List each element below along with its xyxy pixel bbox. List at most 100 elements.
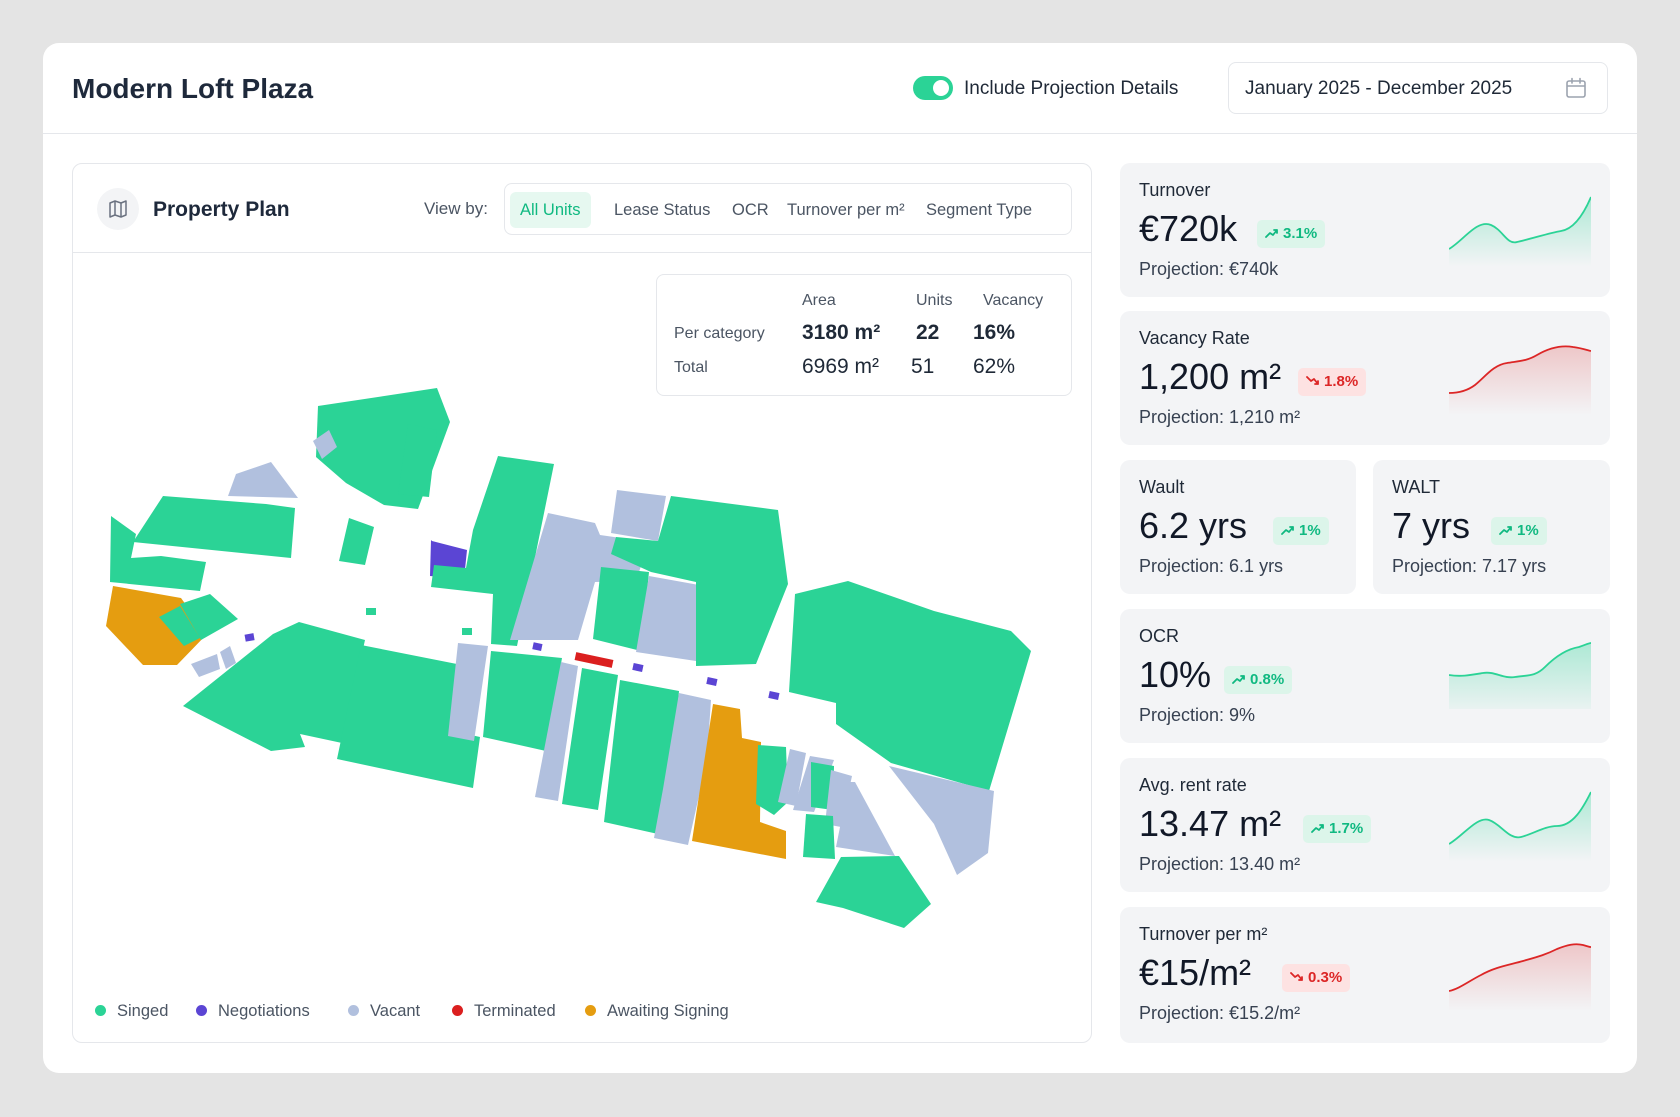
kpi-card-vacancy-rate[interactable]: Vacancy Rate 1,200 m² 1.8% Projection: 1… (1120, 311, 1610, 445)
unit[interactable] (889, 766, 994, 875)
calendar-icon[interactable] (1565, 77, 1587, 99)
unit[interactable] (483, 651, 562, 751)
unit[interactable] (133, 496, 295, 558)
kpi-card-turnover[interactable]: Turnover €720k 3.1% Projection: €740k (1120, 163, 1610, 297)
kpi-label: Wault (1139, 477, 1185, 497)
date-range-text: January 2025 - December 2025 (1245, 78, 1513, 99)
kpi-label: WALT (1392, 477, 1440, 497)
unit[interactable] (825, 770, 852, 827)
unit[interactable] (803, 814, 835, 859)
legend-dot (95, 1005, 106, 1016)
sparkline-chart (1449, 943, 1591, 1011)
stats-cell: 62% (973, 355, 1016, 378)
sparkline-chart (1449, 791, 1591, 862)
kpi-value: 13.47 m² (1139, 803, 1282, 844)
unit[interactable] (535, 662, 578, 801)
property-plan-title: Property Plan (153, 198, 290, 221)
projection-toggle-label[interactable]: Include Projection Details (964, 78, 1179, 99)
page-title: Modern Loft Plaza (72, 73, 314, 104)
kpi-projection: Projection: 6.1 yrs (1139, 556, 1284, 576)
unit[interactable] (593, 567, 649, 651)
unit[interactable] (228, 462, 298, 498)
legend-dot (348, 1005, 359, 1016)
trend-up-icon (1265, 229, 1278, 238)
unit[interactable] (836, 782, 895, 856)
unit[interactable] (313, 430, 337, 459)
unit[interactable] (337, 645, 480, 788)
kiosk-marker[interactable] (706, 677, 718, 686)
kiosk-marker[interactable] (532, 642, 543, 651)
trend-badge: 3.1% (1257, 220, 1326, 248)
trend-down-icon (1290, 972, 1303, 981)
legend-item-negotiations: Negotiations (196, 1002, 310, 1021)
trend-badge: 1.7% (1303, 815, 1372, 843)
unit[interactable] (789, 581, 1031, 791)
unit[interactable] (692, 704, 786, 859)
dashboard-frame: Modern Loft Plaza Include Projection Det… (43, 43, 1637, 1073)
stats-header-area: Area (802, 292, 836, 309)
kiosk-marker[interactable] (768, 691, 780, 700)
legend-item-signed: Singed (95, 1002, 168, 1021)
unit[interactable] (604, 680, 679, 836)
tab-turnover-per-m2[interactable]: Turnover per m² (787, 201, 905, 219)
kiosk-marker[interactable] (632, 663, 644, 672)
projection-toggle[interactable] (913, 76, 953, 100)
kiosk-marker[interactable] (366, 608, 376, 615)
sparkline-chart (1449, 345, 1591, 415)
kpi-value: €720k (1139, 208, 1238, 249)
floor-plan-map (106, 388, 1031, 928)
tab-lease-status[interactable]: Lease Status (614, 201, 711, 219)
legend-dot (196, 1005, 207, 1016)
trend-badge: 0.8% (1224, 666, 1293, 694)
unit[interactable] (191, 654, 220, 677)
sparkline-chart (1449, 196, 1591, 267)
unit[interactable] (339, 518, 374, 565)
legend-item-vacant: Vacant (348, 1002, 420, 1021)
stats-cell: 22 (916, 321, 940, 344)
kpi-card-walt[interactable]: WALT 7 yrs 1% Projection: 7.17 yrs (1373, 460, 1610, 594)
date-range-picker[interactable]: January 2025 - December 2025 (1228, 62, 1608, 114)
kiosk-marker[interactable] (244, 633, 255, 642)
trend-up-icon (1281, 526, 1294, 535)
kiosk-marker[interactable] (574, 652, 614, 668)
trend-up-icon (1499, 526, 1512, 535)
trend-badge: 0.3% (1282, 964, 1351, 992)
property-plan-header: Property Plan View by: All Units Lease S… (73, 164, 1091, 253)
unit[interactable] (159, 606, 200, 646)
unit[interactable] (611, 496, 788, 666)
stats-header-vacancy: Vacancy (983, 292, 1044, 309)
unit[interactable] (448, 643, 488, 741)
unit[interactable] (778, 749, 806, 806)
kpi-card-turnover-per-m2[interactable]: Turnover per m² €15/m² 0.3% Projection: … (1120, 907, 1610, 1043)
unit[interactable] (220, 646, 236, 669)
unit[interactable] (636, 576, 699, 661)
tab-all-units[interactable]: All Units (510, 192, 591, 228)
unit[interactable] (654, 693, 711, 845)
category-stats-table: Area Units Vacancy Per category 3180 m² … (656, 274, 1072, 396)
kpi-projection: Projection: 7.17 yrs (1392, 556, 1547, 576)
kpi-label: Avg. rent rate (1139, 775, 1247, 795)
unit[interactable] (183, 622, 365, 751)
unit[interactable] (110, 516, 206, 591)
unit[interactable] (562, 668, 618, 810)
kiosk-marker[interactable] (462, 628, 472, 635)
unit[interactable] (816, 856, 931, 928)
legend-item-terminated: Terminated (452, 1002, 556, 1021)
kpi-card-wault[interactable]: Wault 6.2 yrs 1% Projection: 6.1 yrs (1120, 460, 1356, 594)
unit[interactable] (180, 594, 238, 640)
kpi-projection: Projection: 9% (1139, 705, 1256, 725)
kpi-value: 1,200 m² (1139, 356, 1282, 397)
kpi-label: OCR (1139, 626, 1179, 646)
stats-cell: 6969 m² (802, 355, 880, 378)
tab-ocr[interactable]: OCR (732, 201, 769, 219)
kpi-card-avg-rent-rate[interactable]: Avg. rent rate 13.47 m² 1.7% Projection:… (1120, 758, 1610, 892)
view-by-tabs: All Units Lease Status OCR Turnover per … (504, 183, 1072, 235)
kpi-card-ocr[interactable]: OCR 10% 0.8% Projection: 9% (1120, 609, 1610, 743)
legend-dot (452, 1005, 463, 1016)
tab-segment-type[interactable]: Segment Type (926, 201, 1033, 219)
stats-cell: 51 (911, 355, 935, 378)
unit[interactable] (611, 490, 666, 541)
unit[interactable] (398, 424, 437, 497)
map-icon (97, 188, 139, 230)
trend-up-icon (1232, 675, 1245, 684)
